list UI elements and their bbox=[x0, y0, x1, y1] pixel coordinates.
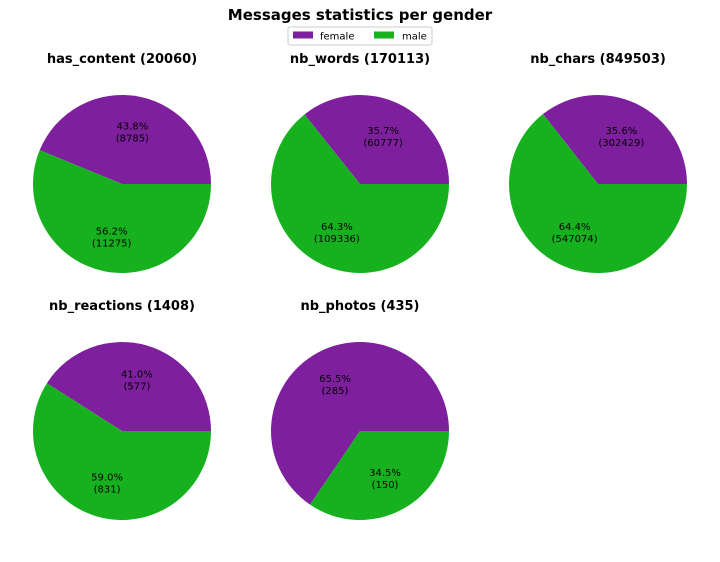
slice-count-label-female: (577) bbox=[123, 382, 150, 393]
pie-nb-words: nb_words (170113) 35.7%(60777) 64.3%(10933… bbox=[271, 52, 449, 273]
pie-slice-male bbox=[32, 383, 211, 520]
slice-pct-label-male: 34.5% bbox=[369, 468, 401, 479]
slice-count-label-male: (547074) bbox=[552, 234, 598, 245]
slice-pct-label-male: 64.4% bbox=[559, 222, 591, 233]
slice-count-label-female: (8785) bbox=[116, 134, 149, 145]
slice-pct-label-female: 35.6% bbox=[605, 126, 637, 137]
slice-pct-label-male: 64.3% bbox=[321, 222, 353, 233]
pie-title: nb_chars (849503) bbox=[530, 52, 666, 67]
pie-slice-female bbox=[271, 342, 449, 505]
pie-nb-reactions: nb_reactions (1408) 41.0%(577) 59.0%(831) bbox=[32, 299, 211, 520]
slice-count-label-male: (11275) bbox=[92, 238, 132, 249]
slice-count-label-female: (60777) bbox=[363, 138, 403, 149]
pie-title: nb_reactions (1408) bbox=[49, 299, 195, 314]
slice-count-label-female: (302429) bbox=[598, 138, 644, 149]
legend: female male bbox=[287, 26, 433, 46]
pie-slice-male bbox=[32, 150, 211, 274]
slice-count-label-female: (285) bbox=[322, 386, 349, 397]
pie-has-content: has_content (20060) 43.8%(8785) 56.2%(1127… bbox=[32, 52, 211, 274]
slice-pct-label-male: 59.0% bbox=[91, 472, 123, 483]
pie-nb-chars: nb_chars (849503) 35.6%(302429) 64.4%(5470… bbox=[509, 52, 687, 274]
legend-label-male: male bbox=[402, 32, 427, 43]
pie-slice-male bbox=[310, 431, 449, 520]
slice-pct-label-male: 56.2% bbox=[96, 226, 128, 237]
legend-frame bbox=[287, 26, 433, 46]
slice-count-label-male: (150) bbox=[372, 480, 399, 491]
legend-swatch-male bbox=[374, 31, 394, 39]
pie-grid: has_content (20060) 43.8%(8785) 56.2%(1127… bbox=[32, 52, 687, 520]
pie-slice-male bbox=[509, 114, 687, 274]
pie-title: has_content (20060) bbox=[47, 52, 197, 67]
pie-title: nb_photos (435) bbox=[301, 299, 420, 314]
legend-label-female: female bbox=[320, 32, 354, 43]
slice-pct-label-female: 65.5% bbox=[319, 374, 351, 385]
pie-slice-female bbox=[304, 95, 449, 184]
pie-title: nb_words (170113) bbox=[290, 52, 430, 67]
figure-title: Messages statistics per gender bbox=[228, 6, 493, 24]
slice-pct-label-female: 41.0% bbox=[121, 370, 153, 381]
slice-count-label-male: (831) bbox=[94, 484, 121, 495]
legend-swatch-female bbox=[293, 31, 313, 39]
slice-pct-label-female: 35.7% bbox=[367, 126, 399, 137]
pie-slice-female bbox=[46, 342, 211, 431]
pie-slice-male bbox=[271, 114, 449, 273]
slice-count-label-male: (109336) bbox=[314, 234, 360, 245]
slice-pct-label-female: 43.8% bbox=[116, 122, 148, 133]
pie-slice-female bbox=[39, 95, 211, 184]
pie-slice-female bbox=[543, 95, 687, 184]
pie-nb-photos: nb_photos (435) 65.5%(285) 34.5%(150) bbox=[271, 299, 449, 520]
